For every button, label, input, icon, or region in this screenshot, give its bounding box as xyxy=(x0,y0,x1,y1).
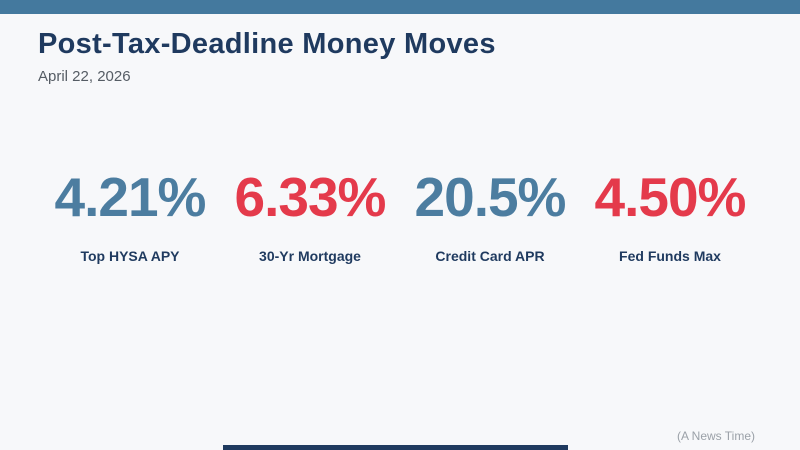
header: Post-Tax-Deadline Money Moves April 22, … xyxy=(38,28,496,85)
stat-30yr-mortgage: 6.33% 30-Yr Mortgage xyxy=(220,166,400,264)
stat-credit-card-apr: 20.5% Credit Card APR xyxy=(400,166,580,264)
stat-label: Fed Funds Max xyxy=(619,248,721,264)
bottom-accent-bar xyxy=(223,445,568,450)
stat-value: 20.5% xyxy=(414,166,567,228)
page-date: April 22, 2026 xyxy=(38,68,131,85)
stat-value: 6.33% xyxy=(234,166,387,228)
stat-top-hysa-apy: 4.21% Top HYSA APY xyxy=(40,166,220,264)
page-title: Post-Tax-Deadline Money Moves xyxy=(38,28,496,60)
stat-value: 4.50% xyxy=(594,166,747,228)
stat-label: 30-Yr Mortgage xyxy=(259,248,361,264)
attribution-text: (A News Time) xyxy=(676,429,755,443)
stat-label: Credit Card APR xyxy=(435,248,545,264)
stat-fed-funds-max: 4.50% Fed Funds Max xyxy=(580,166,760,264)
stats-row: 4.21% Top HYSA APY 6.33% 30-Yr Mortgage … xyxy=(40,166,760,264)
stat-label: Top HYSA APY xyxy=(80,248,180,264)
top-accent-bar xyxy=(0,0,800,14)
stat-value: 4.21% xyxy=(54,166,207,228)
